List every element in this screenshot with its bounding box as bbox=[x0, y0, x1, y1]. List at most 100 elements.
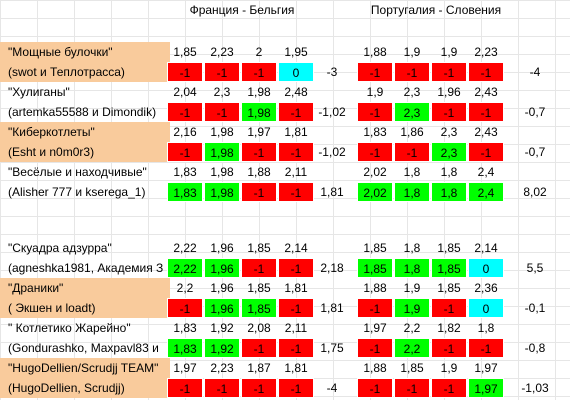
odds-cell[interactable]: 1,96 bbox=[437, 85, 461, 99]
result-cell[interactable]: 2,22 bbox=[167, 258, 203, 278]
odds-cell[interactable]: 1,96 bbox=[210, 281, 234, 295]
result-cell[interactable]: -1 bbox=[357, 62, 393, 82]
result-cell[interactable]: 1,92 bbox=[204, 338, 240, 358]
result-cell[interactable]: -1 bbox=[431, 298, 467, 318]
odds-cell[interactable]: 1,9 bbox=[440, 45, 458, 59]
team-members-cell[interactable]: (artemka55588 и Dimondik) bbox=[8, 105, 157, 119]
odds-cell[interactable]: 2,08 bbox=[247, 321, 271, 335]
result-cell[interactable]: -1 bbox=[278, 182, 314, 202]
result-cell[interactable]: -1 bbox=[167, 298, 203, 318]
odds-cell[interactable]: 1,98 bbox=[247, 85, 271, 99]
result-cell[interactable]: -1 bbox=[278, 298, 314, 318]
result-cell[interactable]: -1 bbox=[241, 62, 277, 82]
odds-cell[interactable]: 1,85 bbox=[173, 45, 197, 59]
odds-cell[interactable]: 1,88 bbox=[363, 281, 387, 295]
odds-cell[interactable]: 2,3 bbox=[213, 85, 231, 99]
odds-cell[interactable]: 1,82 bbox=[437, 321, 461, 335]
team-members-cell[interactable]: ( Экшен и loadt) bbox=[0, 298, 170, 318]
result-cell[interactable]: 2,3 bbox=[394, 102, 430, 122]
odds-cell[interactable]: 1,81 bbox=[284, 361, 308, 375]
team-members-cell[interactable]: (Gondurashko, Maxpavl83 и bbox=[8, 341, 159, 355]
odds-cell[interactable]: 2,4 bbox=[477, 165, 495, 179]
team-members-cell[interactable]: (agneshka1981, Академия З bbox=[8, 261, 164, 275]
match1-total-cell[interactable]: 1,81 bbox=[320, 185, 344, 199]
result-cell[interactable]: -1 bbox=[431, 338, 467, 358]
result-cell[interactable]: 0 bbox=[468, 298, 504, 318]
odds-cell[interactable]: 1,98 bbox=[210, 125, 234, 139]
result-cell[interactable]: -1 bbox=[204, 62, 240, 82]
odds-cell[interactable]: 1,88 bbox=[247, 165, 271, 179]
odds-cell[interactable]: 1,83 bbox=[173, 321, 197, 335]
team-name-cell[interactable]: "HugoDellien/Scrudjj TEAM" bbox=[0, 358, 170, 378]
result-cell[interactable]: -1 bbox=[278, 378, 314, 398]
odds-cell[interactable]: 2,16 bbox=[173, 125, 197, 139]
result-cell[interactable]: 1,85 bbox=[357, 258, 393, 278]
odds-cell[interactable]: 2,22 bbox=[173, 241, 197, 255]
match1-total-cell[interactable]: -1,02 bbox=[318, 105, 346, 119]
result-cell[interactable]: 0 bbox=[468, 258, 504, 278]
match2-total-cell[interactable]: -4 bbox=[529, 65, 541, 79]
result-cell[interactable]: -1 bbox=[357, 142, 393, 162]
result-cell[interactable]: 1,98 bbox=[204, 142, 240, 162]
team-name-cell[interactable]: "Мощные булочки" bbox=[0, 42, 170, 62]
result-cell[interactable]: -1 bbox=[204, 378, 240, 398]
odds-cell[interactable]: 1,97 bbox=[173, 361, 197, 375]
team-name-cell[interactable]: "Скуадра адзурра" bbox=[8, 241, 112, 255]
result-cell[interactable]: -1 bbox=[278, 142, 314, 162]
odds-cell[interactable]: 1,98 bbox=[210, 165, 234, 179]
result-cell[interactable]: 1,9 bbox=[394, 298, 430, 318]
match1-header[interactable]: Франция - Бельгия bbox=[189, 3, 295, 17]
odds-cell[interactable]: 1,8 bbox=[403, 165, 421, 179]
result-cell[interactable]: -1 bbox=[167, 102, 203, 122]
odds-cell[interactable]: 1,97 bbox=[363, 321, 387, 335]
odds-cell[interactable]: 2,2 bbox=[176, 281, 194, 295]
odds-cell[interactable]: 1,85 bbox=[247, 241, 271, 255]
odds-cell[interactable]: 1,96 bbox=[210, 241, 234, 255]
result-cell[interactable]: -1 bbox=[431, 378, 467, 398]
result-cell[interactable]: 1,96 bbox=[204, 298, 240, 318]
odds-cell[interactable]: 1,85 bbox=[437, 281, 461, 295]
match1-total-cell[interactable]: -1,02 bbox=[318, 145, 346, 159]
odds-cell[interactable]: 1,85 bbox=[363, 241, 387, 255]
match1-total-cell[interactable]: 2,18 bbox=[320, 261, 344, 275]
result-cell[interactable]: -1 bbox=[394, 142, 430, 162]
odds-cell[interactable]: 2,11 bbox=[284, 165, 308, 179]
odds-cell[interactable]: 2,23 bbox=[210, 45, 234, 59]
odds-cell[interactable]: 1,87 bbox=[247, 361, 271, 375]
team-members-cell[interactable]: (Alisher 777 и kserega_1) bbox=[8, 185, 146, 199]
result-cell[interactable]: -1 bbox=[278, 102, 314, 122]
result-cell[interactable]: -1 bbox=[241, 338, 277, 358]
result-cell[interactable]: -1 bbox=[167, 62, 203, 82]
match1-total-cell[interactable]: -4 bbox=[326, 381, 338, 395]
result-cell[interactable]: -1 bbox=[431, 102, 467, 122]
odds-cell[interactable]: 1,81 bbox=[284, 281, 308, 295]
team-members-cell[interactable]: (swot и Теплотрасса) bbox=[0, 62, 170, 82]
odds-cell[interactable]: 1,97 bbox=[247, 125, 271, 139]
result-cell[interactable]: 1,83 bbox=[167, 182, 203, 202]
odds-cell[interactable]: 1,88 bbox=[363, 45, 387, 59]
match1-total-cell[interactable]: -3 bbox=[326, 65, 338, 79]
result-cell[interactable]: 2,02 bbox=[357, 182, 393, 202]
odds-cell[interactable]: 2,43 bbox=[474, 85, 498, 99]
result-cell[interactable]: 1,98 bbox=[204, 182, 240, 202]
match2-total-cell[interactable]: -0,8 bbox=[524, 341, 546, 355]
result-cell[interactable]: 1,8 bbox=[394, 258, 430, 278]
result-cell[interactable]: 1,97 bbox=[468, 378, 504, 398]
odds-cell[interactable]: 1,85 bbox=[247, 281, 271, 295]
odds-cell[interactable]: 1,8 bbox=[403, 241, 421, 255]
odds-cell[interactable]: 2,04 bbox=[173, 85, 197, 99]
team-name-cell[interactable]: "Драники" bbox=[0, 278, 170, 298]
result-cell[interactable]: -1 bbox=[357, 298, 393, 318]
result-cell[interactable]: 2,2 bbox=[394, 338, 430, 358]
odds-cell[interactable]: 1,8 bbox=[477, 321, 495, 335]
match2-total-cell[interactable]: -0,7 bbox=[524, 105, 546, 119]
odds-cell[interactable]: 2,3 bbox=[403, 85, 421, 99]
odds-cell[interactable]: 1,97 bbox=[474, 361, 498, 375]
result-cell[interactable]: 1,98 bbox=[241, 102, 277, 122]
result-cell[interactable]: 2,4 bbox=[468, 182, 504, 202]
result-cell[interactable]: -1 bbox=[468, 102, 504, 122]
result-cell[interactable]: 2,3 bbox=[431, 142, 467, 162]
odds-cell[interactable]: 1,8 bbox=[440, 165, 458, 179]
match1-total-cell[interactable]: 1,81 bbox=[320, 301, 344, 315]
odds-cell[interactable]: 1,85 bbox=[400, 361, 424, 375]
